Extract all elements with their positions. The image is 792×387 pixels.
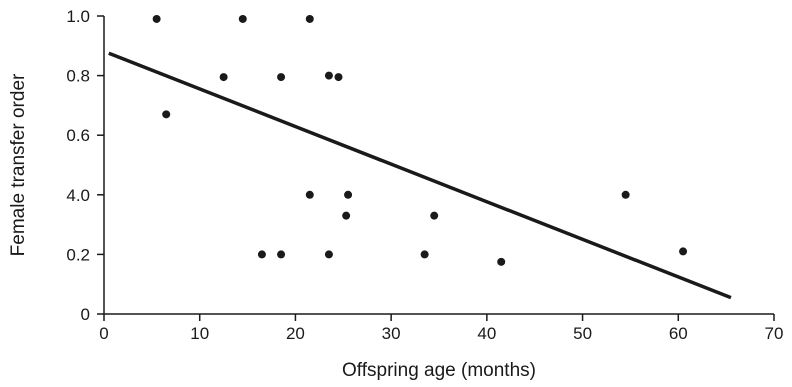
data-point xyxy=(430,211,439,220)
data-point xyxy=(305,190,314,199)
data-point xyxy=(277,250,286,259)
data-point xyxy=(277,73,286,82)
x-tick-label: 50 xyxy=(573,324,592,343)
data-point xyxy=(324,71,333,80)
y-tick-label: 1.0 xyxy=(66,7,90,26)
data-point xyxy=(152,14,161,23)
data-point xyxy=(219,73,228,82)
data-point xyxy=(162,110,171,119)
y-axis-title: Female transfer order xyxy=(8,73,29,256)
x-axis-title: Offspring age (months) xyxy=(342,360,536,381)
data-point xyxy=(238,14,247,23)
x-ticks: 0 10 20 30 40 50 60 70 xyxy=(99,314,783,343)
axes xyxy=(103,16,774,315)
x-tick-label: 30 xyxy=(382,324,401,343)
data-point xyxy=(342,211,351,220)
data-point xyxy=(305,14,314,23)
trendline xyxy=(108,51,732,300)
x-tick-label: 10 xyxy=(190,324,209,343)
data-point xyxy=(679,247,688,256)
x-tick-label: 40 xyxy=(477,324,496,343)
x-tick-label: 0 xyxy=(99,324,108,343)
y-tick-label: 0.6 xyxy=(66,126,90,145)
data-point xyxy=(324,250,333,259)
data-point xyxy=(257,250,266,259)
data-points xyxy=(152,14,688,266)
x-tick-label: 60 xyxy=(669,324,688,343)
data-point xyxy=(420,250,429,259)
y-tick-label: 4.0 xyxy=(66,186,90,205)
data-point xyxy=(344,190,353,199)
y-tick-label: 0 xyxy=(81,305,90,324)
y-tick-label: 0.8 xyxy=(66,67,90,86)
y-tick-label: 0.2 xyxy=(66,245,90,264)
data-point xyxy=(497,257,506,266)
x-tick-label: 70 xyxy=(765,324,784,343)
data-point xyxy=(334,73,343,82)
data-point xyxy=(621,190,630,199)
y-ticks: 0 0.2 4.0 0.6 0.8 1.0 xyxy=(66,7,104,324)
x-tick-label: 20 xyxy=(286,324,305,343)
trendline-group xyxy=(108,51,732,300)
